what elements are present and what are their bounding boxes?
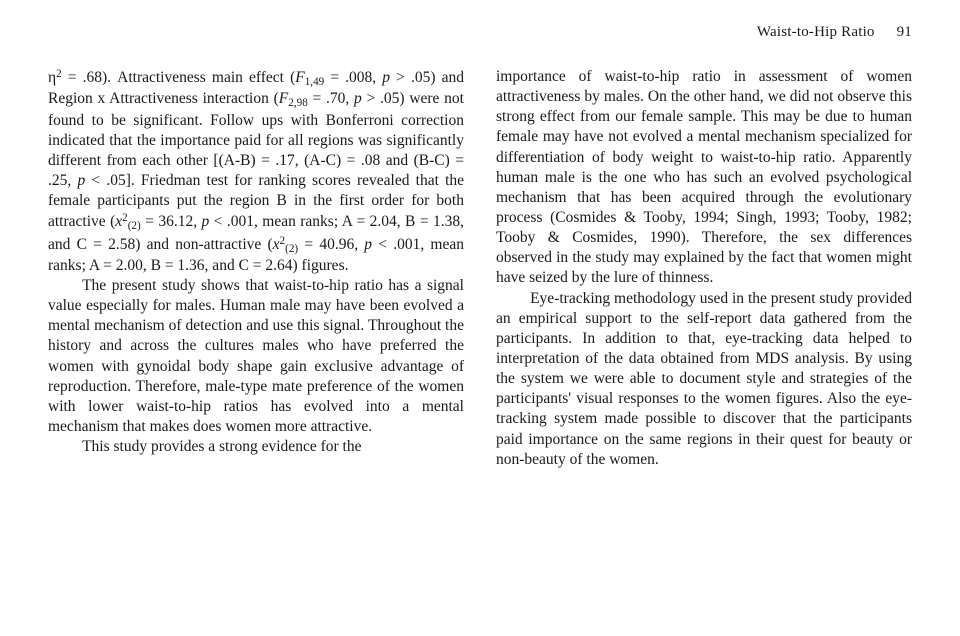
body-columns: η2 = .68). Attractiveness main effect (F… xyxy=(48,67,912,470)
left-p1: η2 = .68). Attractiveness main effect (F… xyxy=(48,67,464,276)
running-head: Waist-to-Hip Ratio 91 xyxy=(48,24,912,41)
left-column: η2 = .68). Attractiveness main effect (F… xyxy=(48,67,464,470)
right-p2: Eye-tracking methodology used in the pre… xyxy=(496,289,912,470)
page: Waist-to-Hip Ratio 91 η2 = .68). Attract… xyxy=(0,0,960,470)
page-number: 91 xyxy=(897,24,912,41)
right-column: importance of waist-to-hip ratio in asse… xyxy=(496,67,912,470)
left-p3: This study provides a strong evidence fo… xyxy=(48,437,464,457)
left-p2: The present study shows that waist-to-hi… xyxy=(48,276,464,437)
running-head-title: Waist-to-Hip Ratio xyxy=(757,24,875,40)
right-p1: importance of waist-to-hip ratio in asse… xyxy=(496,67,912,289)
